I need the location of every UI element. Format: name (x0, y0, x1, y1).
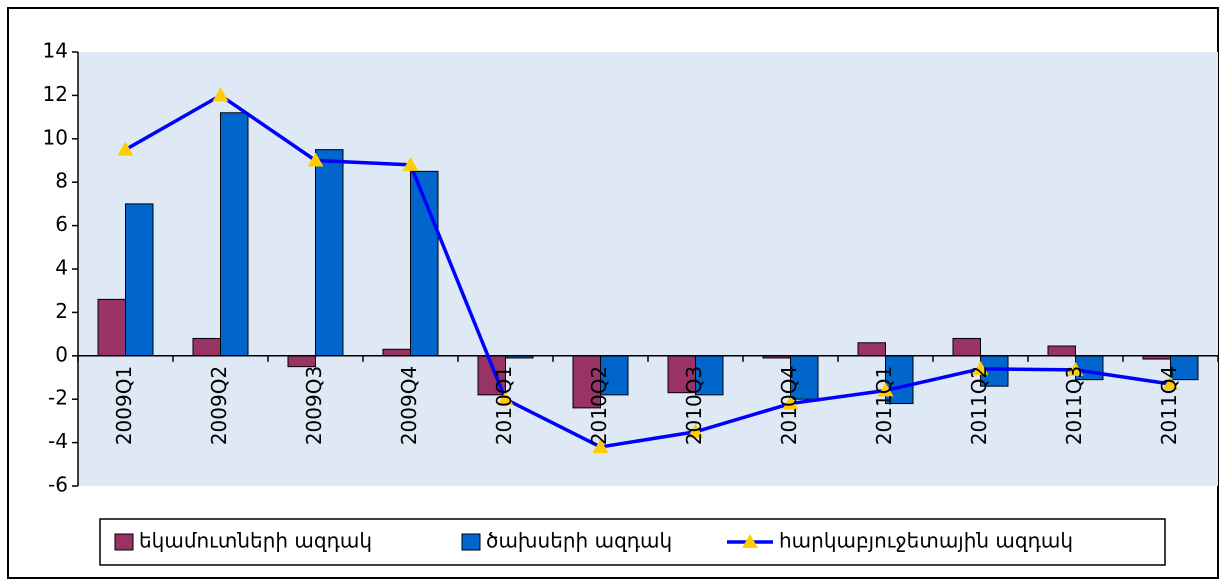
y-tick-label: -4 (48, 429, 68, 453)
bar (125, 203, 154, 357)
bar (790, 355, 819, 400)
x-tick-label: 2011Q4 (1157, 366, 1181, 445)
x-tick-label: 2011Q1 (872, 366, 896, 445)
x-tick-label: 2011Q2 (967, 366, 991, 445)
marker (307, 152, 324, 167)
bar (97, 298, 126, 357)
y-tick-label: 6 (55, 212, 68, 236)
marker (117, 141, 134, 156)
bar (695, 355, 724, 396)
marker (877, 382, 894, 397)
bar (952, 337, 981, 357)
bar (192, 337, 221, 357)
y-tick-label: 14 (43, 39, 68, 63)
y-tick-label: -2 (48, 386, 68, 410)
bar (287, 355, 316, 368)
marker (1162, 376, 1179, 391)
legend-label: եկամուտների ազդակ (139, 529, 372, 553)
bar (220, 112, 249, 357)
y-tick-label: 4 (55, 256, 68, 280)
x-tick-label: 2009Q1 (112, 366, 136, 445)
x-tick-label: 2010Q1 (492, 366, 516, 445)
x-tick-label: 2009Q4 (397, 366, 421, 445)
bar (315, 149, 344, 357)
y-tick-label: 12 (43, 82, 68, 106)
y-tick-label: 2 (55, 299, 68, 323)
legend-swatch (114, 533, 134, 551)
legend-label: հարկաբյուջետային ազդակ (779, 529, 1073, 553)
x-tick-label: 2010Q3 (682, 366, 706, 445)
legend-marker (742, 534, 758, 548)
marker (782, 395, 799, 410)
line (124, 93, 1171, 449)
y-tick-label: -6 (48, 473, 68, 497)
x-tick-label: 2010Q4 (777, 366, 801, 445)
marker (212, 87, 229, 102)
bar (667, 355, 696, 394)
y-tick-label: 10 (43, 125, 68, 149)
x-tick-label: 2011Q3 (1062, 366, 1086, 445)
plot-area (78, 52, 1218, 486)
y-tick-label: 0 (55, 342, 68, 366)
bar (382, 348, 411, 357)
legend-swatch (461, 533, 481, 551)
bar (1047, 345, 1076, 357)
marker (972, 360, 989, 375)
marker (687, 423, 704, 438)
x-tick-label: 2009Q3 (302, 366, 326, 445)
legend-label: ծախսերի ազդակ (486, 529, 672, 553)
bar (857, 342, 886, 357)
y-tick-label: 8 (55, 169, 68, 193)
marker (592, 438, 609, 453)
x-tick-label: 2009Q2 (207, 366, 231, 445)
marker (402, 156, 419, 171)
x-tick-label: 2010Q2 (587, 366, 611, 445)
marker (1067, 361, 1084, 376)
legend-box (99, 518, 1166, 566)
marker (497, 391, 514, 406)
